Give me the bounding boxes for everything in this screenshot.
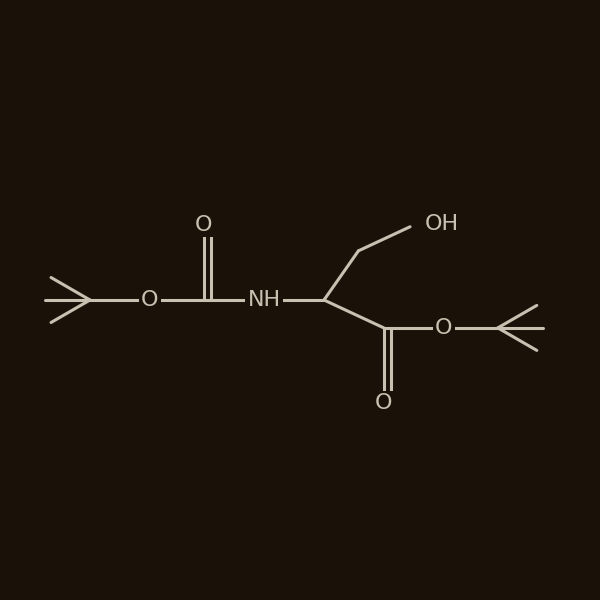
Text: O: O [375,393,392,413]
Text: O: O [141,290,159,310]
Text: OH: OH [425,214,459,234]
Text: NH: NH [247,290,281,310]
Text: O: O [435,318,452,338]
Text: O: O [195,215,213,235]
